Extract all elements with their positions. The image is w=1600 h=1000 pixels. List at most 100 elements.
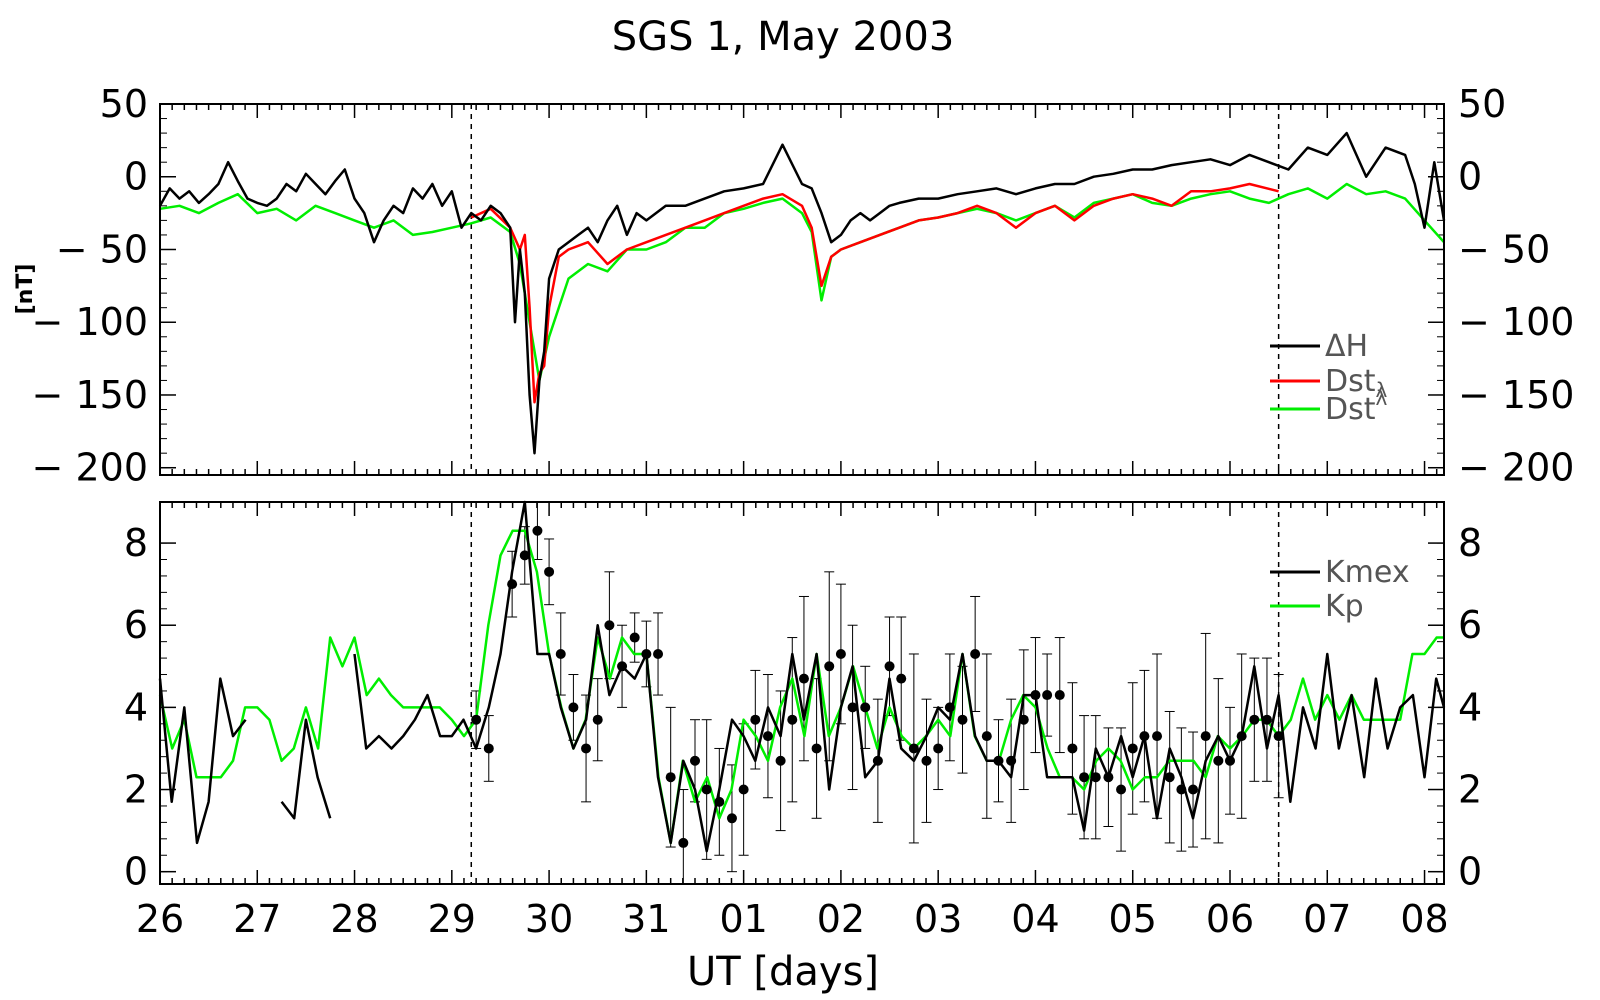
kmex-point: [896, 673, 907, 684]
kmex-point: [1090, 772, 1101, 783]
kmex-point: [726, 813, 737, 824]
kmex-points: [471, 525, 1284, 848]
legend-label-kmex: Kmex: [1325, 555, 1410, 590]
chart-title: SGS 1, May 2003: [612, 14, 955, 60]
kmex-point: [835, 648, 846, 659]
y-tick-label: − 100: [32, 300, 148, 344]
kmex-point: [921, 755, 932, 766]
kmex-point: [629, 632, 640, 643]
x-tick-label: 02: [817, 897, 865, 941]
kmex-point: [471, 714, 482, 725]
kmex-point: [933, 743, 944, 754]
kmex-point: [532, 525, 543, 536]
y-tick-label: 6: [1458, 603, 1482, 647]
y-tick-label: 50: [1458, 82, 1506, 126]
kmex-point: [1176, 784, 1187, 795]
kmex-point: [1006, 755, 1017, 766]
bottom-legend: Kmex Kp: [1270, 555, 1410, 624]
top-axes-ticks: [159, 103, 1444, 475]
bottom-axes-ticks: [159, 502, 1444, 884]
x-tick-label: 06: [1206, 897, 1254, 941]
kmex-point: [1249, 714, 1260, 725]
kmex-point: [1213, 755, 1224, 766]
kmex-point: [1188, 784, 1199, 795]
kmex-point: [957, 714, 968, 725]
top-series-lines: [158, 131, 1446, 455]
y-tick-label: 2: [1458, 768, 1482, 812]
kmex-point: [544, 566, 555, 577]
kmex-point: [762, 731, 773, 742]
kmex-point: [555, 648, 566, 659]
y-tick-label: 8: [1458, 521, 1482, 565]
bottom-series-lines: [158, 500, 1446, 853]
x-axis-label: UT [days]: [687, 949, 879, 995]
kmex-point: [1273, 731, 1284, 742]
kmex-point: [884, 661, 895, 672]
y-tick-label: 0: [1458, 850, 1482, 894]
y-tick-label: − 100: [1458, 300, 1574, 344]
legend-label-dH: ΔH: [1325, 329, 1368, 364]
kmex-point: [1018, 714, 1029, 725]
y-tick-label: 4: [124, 685, 148, 729]
y-tick-label: − 150: [1458, 373, 1574, 417]
y-tick-label: − 200: [32, 446, 148, 490]
kmex-point: [787, 714, 798, 725]
x-tick-label: 07: [1303, 897, 1351, 941]
kmex-point: [1261, 714, 1272, 725]
series-line-dst_sub: [470, 182, 1279, 404]
legend-label-dst-sub: Dstλ: [1325, 364, 1388, 402]
y-tick-label: − 150: [32, 373, 148, 417]
kmex-point: [1139, 731, 1150, 742]
bottom-y-tick-labels-right: 0 2 4 6 8: [1458, 521, 1482, 894]
kmex-point: [678, 837, 689, 848]
series-line-kmex: [158, 500, 1446, 853]
kmex-point: [1067, 743, 1078, 754]
x-tick-label: 08: [1400, 897, 1448, 941]
kmex-point: [1200, 731, 1211, 742]
x-tick-label: 31: [622, 897, 670, 941]
top-panel: 50 0 − 50 − 100 − 150 − 200 50 0 − 50 − 100 − 150…: [13, 82, 1574, 490]
top-y-tick-labels-right: 50 0 − 50 − 100 − 150 − 200: [1458, 82, 1574, 490]
x-tick-labels: 26 27 28 29 30 31 01 02 03 04 05 06 07 08: [136, 897, 1449, 941]
kmex-point: [665, 772, 676, 783]
kmex-point: [981, 731, 992, 742]
series-line-dH: [158, 131, 1446, 455]
y-tick-label: 6: [124, 603, 148, 647]
kmex-error-bars: [471, 501, 1284, 885]
y-tick-label: 2: [124, 768, 148, 812]
x-tick-label: 05: [1109, 897, 1157, 941]
kmex-point: [483, 743, 494, 754]
y-tick-label: − 50: [1458, 227, 1550, 271]
kmex-point: [604, 620, 615, 631]
x-tick-label: 30: [525, 897, 573, 941]
x-tick-label: 03: [914, 897, 962, 941]
x-tick-label: 01: [719, 897, 767, 941]
kmex-point: [1103, 772, 1114, 783]
y-tick-label: 0: [124, 155, 148, 199]
kmex-point: [519, 550, 530, 561]
kmex-point: [775, 755, 786, 766]
x-tick-label: 27: [233, 897, 281, 941]
x-tick-label: 26: [136, 897, 184, 941]
kmex-point: [824, 661, 835, 672]
kmex-point: [1054, 690, 1065, 701]
top-y-tick-labels-left: 50 0 − 50 − 100 − 150 − 200: [32, 82, 148, 490]
kmex-point: [1236, 731, 1247, 742]
kmex-point: [568, 702, 579, 713]
kmex-point: [798, 673, 809, 684]
bottom-y-tick-labels-left: 0 2 4 6 8: [124, 521, 148, 894]
kmex-point: [617, 661, 628, 672]
bottom-plot-frame: [159, 501, 1445, 885]
kmex-point: [1042, 690, 1053, 701]
kmex-point: [970, 648, 981, 659]
kmex-point: [1079, 772, 1090, 783]
kmex-point: [750, 714, 761, 725]
y-tick-label: 50: [100, 82, 148, 126]
top-event-markers: [470, 104, 1280, 475]
kmex-point: [1127, 743, 1138, 754]
series-line-dst_sup: [159, 182, 1445, 382]
kmex-point: [701, 784, 712, 795]
kmex-point: [507, 579, 518, 590]
top-legend: ΔH Dstλ Dstλ: [1270, 329, 1388, 427]
